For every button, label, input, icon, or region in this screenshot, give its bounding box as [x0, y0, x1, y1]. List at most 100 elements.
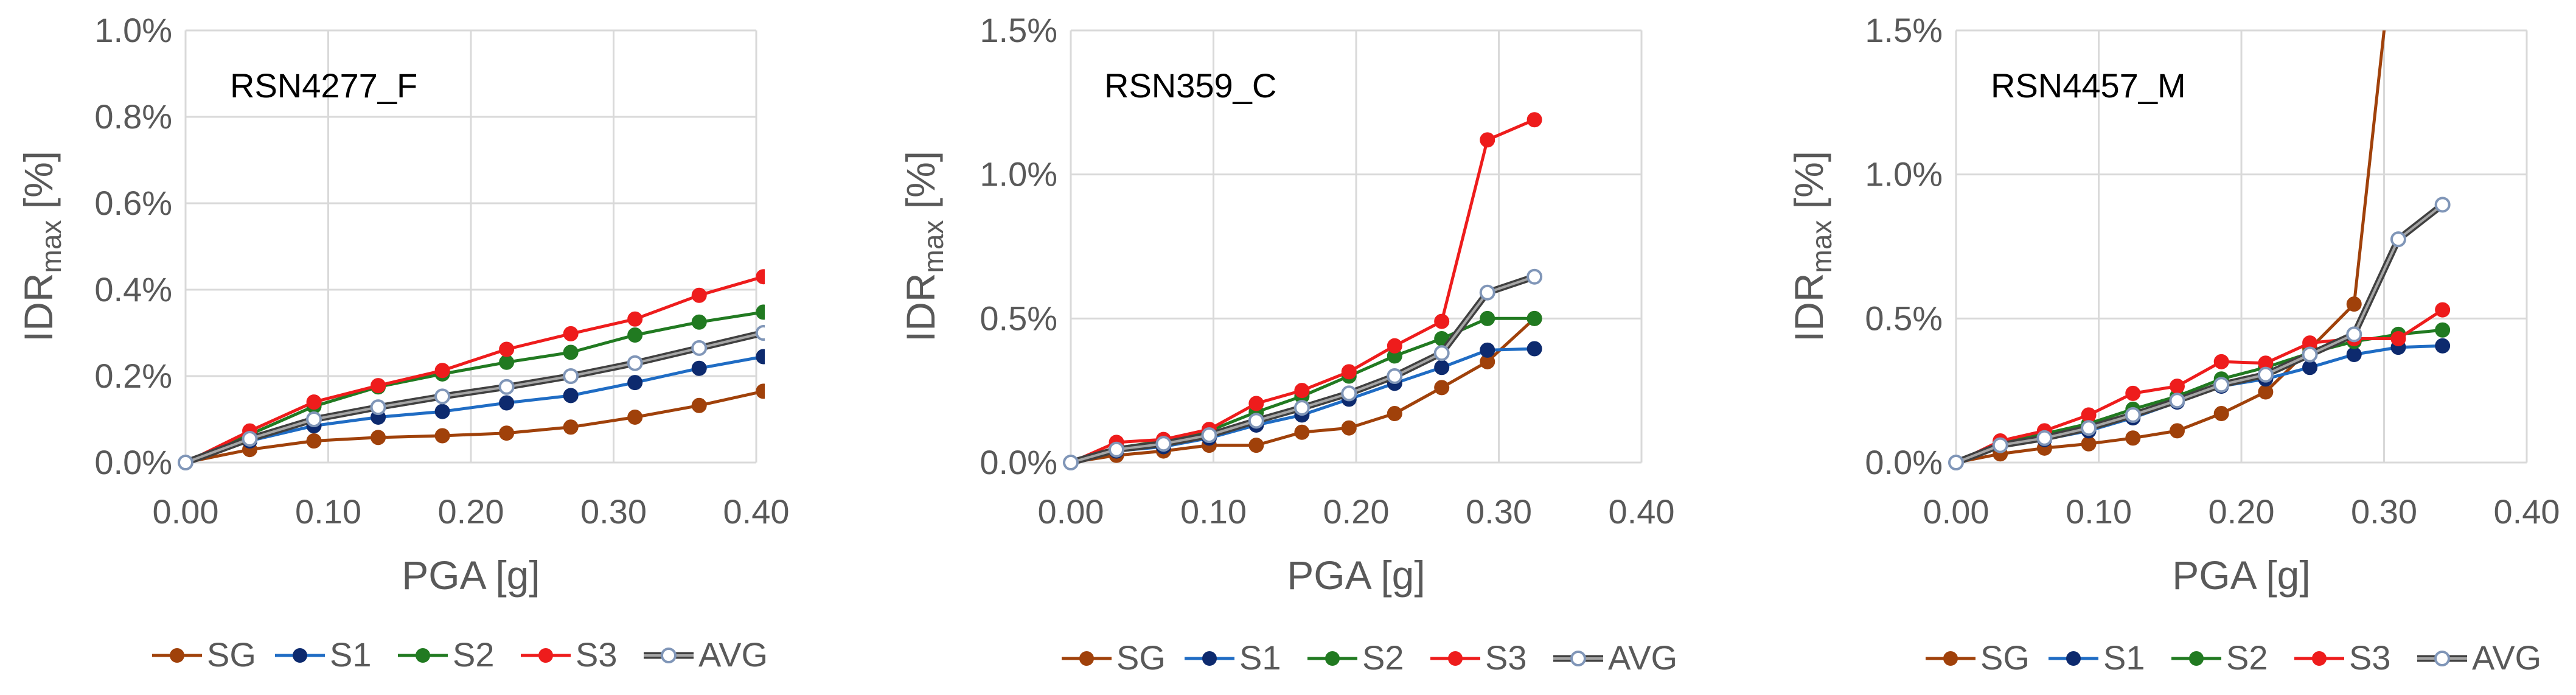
data-point-sg [2169, 423, 2185, 439]
y-label-subscript: max [1806, 220, 1837, 273]
legend-label: S2 [1362, 638, 1404, 677]
legend-item-sg: SG [152, 635, 256, 674]
data-point-sg [306, 433, 322, 449]
data-point-sg [2213, 406, 2229, 422]
y-axis-label: IDRmax [%] [1786, 151, 1837, 342]
data-point-avg [627, 355, 643, 371]
legend-item-sg: SG [1926, 638, 2030, 677]
series-line-inner-avg [185, 332, 764, 464]
y-tick-label: 0.5% [980, 299, 1057, 337]
data-point-s3 [563, 326, 579, 341]
data-point-s3 [2390, 330, 2406, 346]
data-point-s1 [499, 395, 515, 411]
y-axis-label: IDRmax [%] [16, 151, 67, 342]
data-point-sg [1294, 424, 1310, 440]
y-tick-label: 0.4% [94, 270, 172, 309]
series-avg [1948, 197, 2451, 470]
y-label-subscript: max [917, 220, 949, 273]
y-label-main: IDR [1786, 273, 1831, 342]
x-axis-ticks: 0.00 0.10 0.20 0.30 0.40 [153, 492, 790, 531]
data-point-s3 [1341, 364, 1357, 380]
data-point-avg [1109, 441, 1125, 458]
data-point-sg [2258, 384, 2274, 400]
x-tick-label: 0.40 [723, 492, 790, 531]
y-tick-label: 1.0% [980, 155, 1057, 194]
x-axis-label: PGA [g] [2172, 553, 2310, 598]
data-point-sg [756, 383, 765, 399]
chart-panel-rsn359: 0.00 0.10 0.20 0.30 0.40 0.0% 0.5% 1.0% 1.5% RS… [898, 11, 1677, 677]
data-point-s3 [2435, 302, 2451, 318]
x-axis-ticks: 0.00 0.10 0.20 0.30 0.40 [1923, 492, 2560, 531]
legend-item-avg: AVG [1553, 638, 1677, 677]
data-point-s1 [1480, 342, 1495, 358]
data-point-avg [2081, 420, 2097, 436]
x-axis-label: PGA [g] [1287, 553, 1425, 598]
y-tick-label: 0.8% [94, 97, 172, 136]
data-point-s1 [563, 388, 579, 403]
legend-label: AVG [698, 635, 768, 674]
x-tick-label: 0.30 [580, 492, 647, 531]
x-tick-label: 0.20 [1323, 492, 1390, 531]
series-line-sg [185, 389, 764, 464]
y-axis-ticks: 0.0% 0.2% 0.4% 0.6% 0.8% 1.0% [94, 11, 172, 481]
y-tick-label: 1.5% [1865, 11, 1943, 49]
legend-marker [1448, 651, 1463, 666]
y-label-main: IDR [898, 273, 943, 342]
y-axis-ticks: 0.0% 0.5% 1.0% 1.5% [1865, 11, 1943, 481]
legend-label: SG [1980, 638, 2030, 677]
y-tick-label: 0.5% [1865, 299, 1943, 337]
legend-item-s2: S2 [1307, 638, 1404, 677]
data-point-s3 [434, 363, 450, 379]
y-tick-label: 1.0% [1865, 155, 1943, 194]
data-point-avg [1293, 400, 1310, 416]
data-point-avg [178, 455, 193, 470]
x-tick-label: 0.00 [1038, 492, 1104, 531]
legend-label: AVG [1608, 638, 1677, 677]
data-point-sg [2081, 436, 2097, 452]
data-point-avg [2125, 407, 2141, 423]
data-point-avg [1201, 427, 1217, 444]
data-point-sg [1341, 420, 1357, 436]
x-tick-label: 0.40 [1609, 492, 1675, 531]
data-point-s1 [2435, 338, 2451, 354]
legend-label: AVG [2472, 638, 2541, 677]
data-point-s3 [499, 341, 515, 357]
chart-title: RSN4277_F [230, 66, 417, 105]
y-tick-label: 0.0% [94, 443, 172, 481]
series-line-avg [1954, 202, 2445, 466]
data-point-avg [691, 340, 708, 356]
data-point-s2 [1480, 310, 1495, 326]
data-point-sg [499, 425, 515, 441]
data-point-avg [1248, 413, 1264, 429]
legend-label: S3 [2349, 638, 2391, 677]
legend-marker [2312, 651, 2327, 666]
legend-marker [170, 648, 184, 663]
legend-marker [661, 648, 677, 663]
x-tick-label: 0.00 [153, 492, 219, 531]
y-tick-label: 1.0% [94, 11, 172, 49]
data-point-avg [1526, 268, 1543, 285]
legend-label: S1 [330, 635, 372, 674]
data-point-avg [370, 399, 386, 416]
data-point-s3 [1434, 313, 1450, 329]
chart-panel-rsn4277: 0.00 0.10 0.20 0.30 0.40 0.0% 0.2% 0.4% 0.6% 0.8… [16, 11, 790, 674]
x-tick-label: 0.20 [438, 492, 504, 531]
data-point-s3 [2169, 379, 2185, 394]
data-point-s2 [627, 327, 643, 343]
legend-marker [1202, 651, 1217, 666]
data-point-s3 [2213, 354, 2229, 369]
x-tick-label: 0.10 [295, 492, 361, 531]
data-point-s3 [2125, 385, 2141, 401]
legend-marker [2066, 651, 2081, 666]
y-tick-label: 0.0% [980, 443, 1057, 481]
data-point-s3 [2081, 407, 2097, 423]
x-tick-label: 0.10 [2066, 492, 2132, 531]
data-point-s1 [691, 360, 707, 376]
legend-item-s3: S3 [1430, 638, 1527, 677]
legend-item-s1: S1 [275, 635, 372, 674]
x-tick-label: 0.30 [1466, 492, 1532, 531]
series-avg [1063, 268, 1543, 470]
data-point-avg [1992, 437, 2008, 453]
legend-label: SG [1116, 638, 1166, 677]
